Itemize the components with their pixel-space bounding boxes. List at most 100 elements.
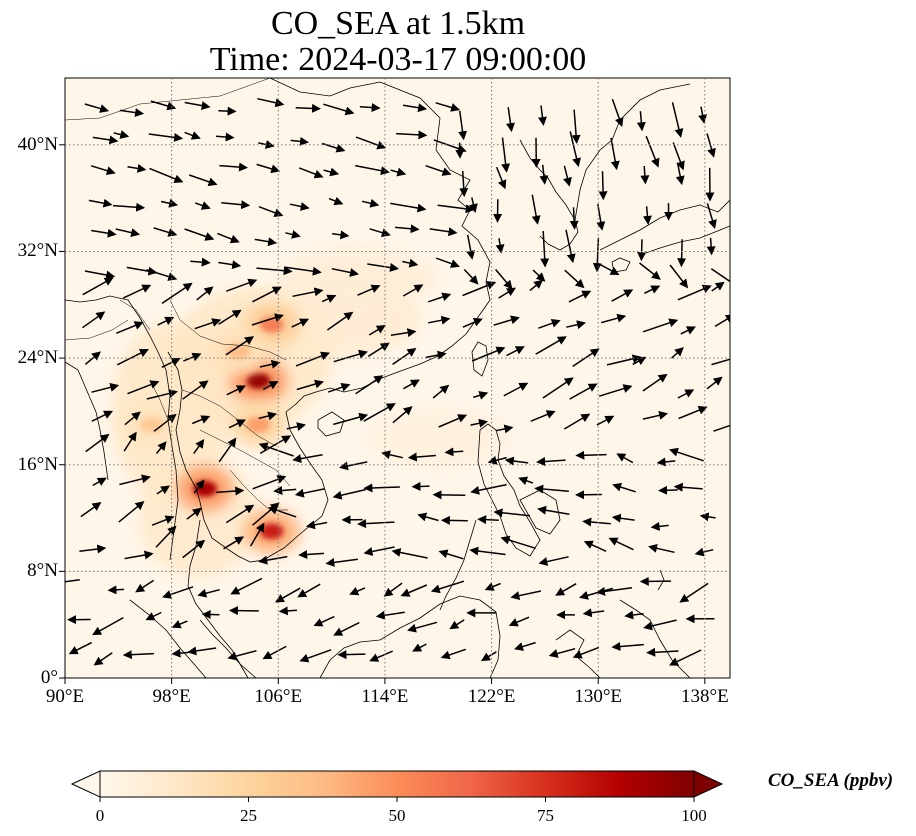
wind-arrow	[440, 515, 468, 525]
wind-arrow	[217, 232, 240, 244]
co-hotspot	[246, 372, 271, 389]
wind-arrow	[381, 450, 404, 460]
wind-arrow	[656, 457, 676, 467]
wind-arrow	[569, 207, 579, 230]
wind-arrow	[671, 347, 684, 359]
wind-arrow	[363, 483, 400, 493]
wind-arrow	[162, 586, 194, 599]
wind-arrow	[643, 285, 661, 294]
wind-arrow	[501, 137, 511, 173]
co-hotspot	[246, 416, 271, 433]
wind-arrow	[184, 131, 201, 140]
wind-arrow	[391, 548, 428, 559]
wind-arrow	[711, 281, 725, 292]
wind-arrow	[182, 380, 209, 400]
wind-arrow	[565, 229, 576, 264]
wind-arrow	[677, 284, 712, 301]
wind-arrow	[221, 200, 251, 210]
wind-arrow	[115, 228, 141, 237]
wind-arrow	[323, 167, 340, 177]
wind-arrow	[182, 539, 206, 559]
colorbar-tick-label: 100	[681, 806, 707, 825]
wind-arrow	[298, 167, 324, 179]
wind-arrow	[438, 414, 468, 428]
wind-arrow	[295, 351, 330, 367]
wind-arrow	[437, 204, 475, 214]
wind-arrow	[601, 313, 627, 324]
wind-arrow	[258, 555, 288, 565]
wind-arrow	[608, 537, 634, 551]
wind-arrow	[583, 540, 607, 552]
wind-arrow	[223, 536, 245, 550]
x-tick-label: 138°E	[680, 686, 729, 707]
wind-arrow	[548, 647, 576, 658]
wind-arrow	[425, 350, 447, 360]
wind-arrow	[484, 582, 501, 591]
colorbar-label: CO_SEA (ppbv)	[768, 770, 894, 791]
y-tick-label: 40°N	[17, 133, 58, 155]
wind-arrow	[407, 621, 438, 633]
wind-arrow	[278, 606, 298, 616]
wind-arrow	[337, 650, 366, 660]
wind-arrow	[706, 376, 723, 390]
wind-arrow	[171, 619, 188, 629]
wind-arrow	[643, 619, 677, 631]
wind-arrow	[91, 228, 117, 238]
wind-arrow	[645, 135, 660, 168]
wind-arrow	[119, 474, 151, 486]
map-frame	[64, 77, 731, 679]
wind-arrow	[127, 380, 160, 395]
wind-arrow	[706, 203, 717, 230]
wind-arrow	[285, 230, 301, 239]
wind-arrow	[711, 358, 730, 366]
wind-arrow	[332, 230, 350, 240]
wind-arrow	[668, 447, 704, 462]
wind-arrow	[462, 318, 483, 328]
wind-arrow	[92, 477, 107, 487]
wind-arrow	[417, 512, 439, 522]
wind-arrow	[84, 270, 116, 280]
wind-arrow	[155, 525, 177, 548]
wind-arrow	[569, 383, 598, 400]
wind-arrow	[151, 515, 175, 526]
wind-arrow	[194, 201, 211, 210]
wind-arrow	[698, 106, 708, 124]
wind-arrow	[149, 167, 184, 184]
wind-arrow	[563, 413, 591, 430]
wind-arrow	[359, 103, 381, 113]
wind-arrow	[435, 257, 460, 268]
wind-arrow	[93, 652, 113, 666]
wind-arrow	[470, 483, 507, 495]
wind-arrow	[402, 284, 424, 297]
wind-arrow	[160, 198, 179, 208]
wind-arrow	[392, 348, 417, 366]
wind-arrow	[369, 228, 391, 237]
wind-arrow	[677, 239, 687, 268]
colorbar-tick-label: 0	[95, 806, 105, 825]
wind-arrow	[331, 267, 359, 277]
wind-arrow	[582, 608, 605, 618]
wind-arrow	[292, 287, 324, 298]
wind-arrow	[252, 475, 287, 490]
wind-arrow	[289, 202, 310, 211]
wind-arrow	[530, 410, 556, 422]
wind-arrow	[425, 164, 452, 176]
wind-arrow	[122, 650, 154, 660]
wind-arrow	[538, 318, 561, 329]
wind-arrow	[616, 453, 634, 464]
wind-arrow	[535, 336, 567, 355]
wind-arrow	[146, 268, 178, 281]
wind-arrow	[262, 380, 279, 391]
wind-arrow	[290, 136, 309, 146]
wind-arrow	[192, 415, 211, 425]
wind-arrow	[258, 442, 294, 457]
wind-arrow	[458, 110, 468, 141]
wind-arrow	[219, 162, 248, 172]
wind-arrow	[639, 262, 661, 280]
wind-arrow	[184, 101, 211, 110]
wind-arrow	[432, 490, 466, 500]
y-tick-label: 24°N	[17, 347, 58, 369]
wind-arrow	[328, 196, 344, 206]
wind-arrow	[80, 502, 102, 518]
